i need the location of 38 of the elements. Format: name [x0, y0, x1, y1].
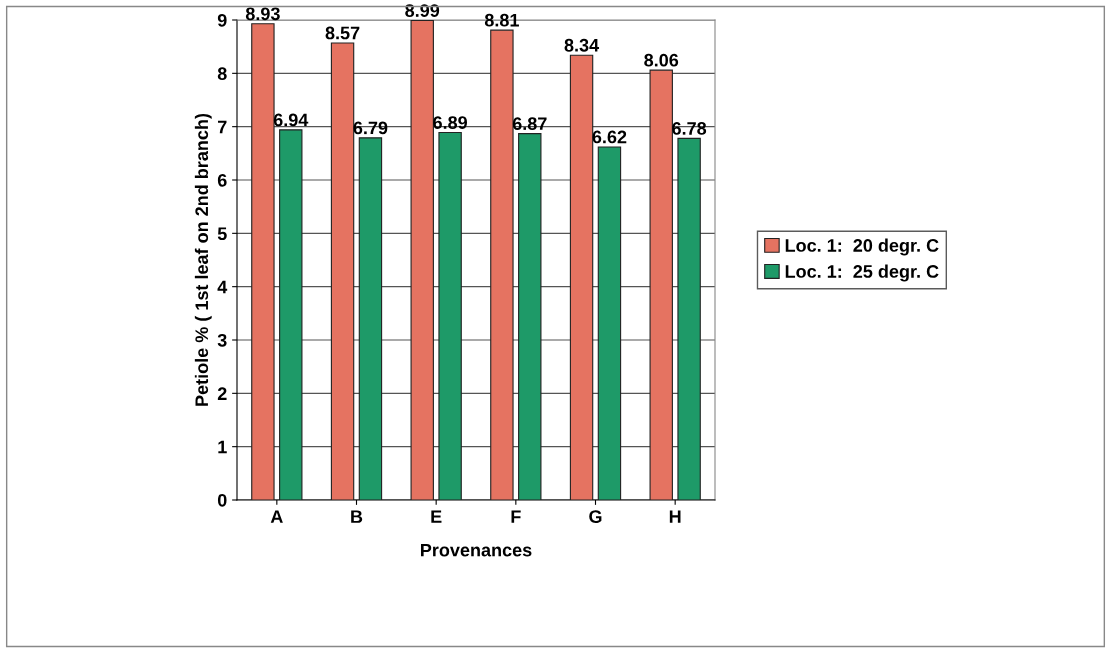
x-tick-label: F	[511, 510, 521, 523]
data-label: 8.57	[325, 26, 360, 40]
bar	[358, 137, 383, 500]
y-tick-label: 0	[217, 493, 227, 507]
y-tick-label: 3	[217, 333, 227, 347]
bar	[490, 29, 514, 500]
bar	[518, 133, 542, 500]
bar	[677, 137, 701, 500]
bar	[649, 69, 673, 500]
x-tick-label: E	[431, 510, 442, 523]
y-tick-label: 5	[217, 227, 227, 241]
legend-label: Loc. 1: 20 degr. C	[785, 238, 939, 256]
bar	[438, 131, 462, 500]
y-tick-label: 8	[217, 67, 227, 81]
bar	[569, 54, 594, 500]
y-tick-label: 4	[217, 280, 228, 294]
y-axis-title: Petiole % ( 1st leaf on 2nd branch)	[194, 113, 212, 406]
y-tick-label: 7	[218, 120, 227, 134]
y-tick-label: 2	[217, 387, 227, 400]
data-label: 6.94	[273, 113, 309, 127]
data-label: 8.34	[564, 38, 600, 52]
bar	[279, 129, 303, 500]
bar	[597, 146, 622, 500]
bar	[251, 23, 275, 500]
x-tick-label: G	[589, 510, 602, 523]
data-label: 8.81	[484, 13, 519, 27]
x-axis-title: Provenances	[421, 543, 532, 557]
data-label: 8.93	[245, 7, 280, 21]
x-tick-label: B	[351, 510, 363, 523]
y-tick-label: 6	[217, 173, 227, 187]
y-tick-label: 1	[218, 440, 227, 454]
x-tick-label: H	[669, 510, 681, 523]
bar	[330, 42, 355, 500]
bar	[410, 20, 434, 500]
x-tick-label: A	[270, 510, 283, 523]
y-tick-label: 9	[217, 13, 227, 27]
data-label: 8.06	[644, 53, 679, 67]
legend-label: Loc. 1: 25 degr. C	[785, 264, 939, 282]
